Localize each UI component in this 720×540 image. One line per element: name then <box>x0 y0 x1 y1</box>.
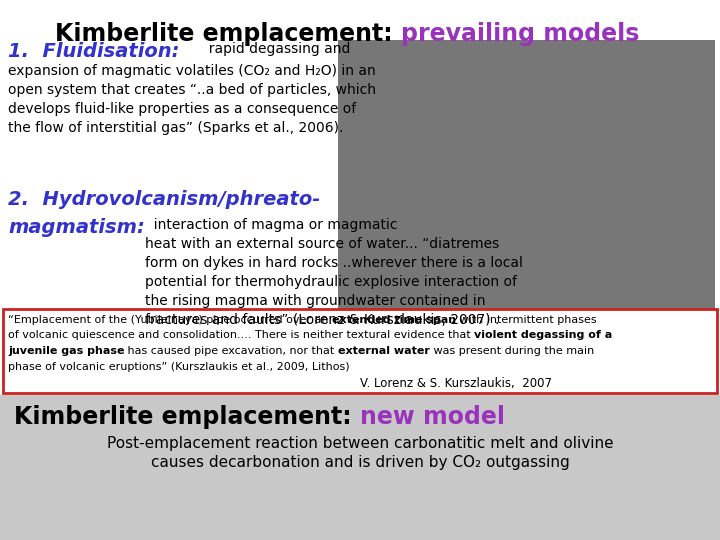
Text: magmatism:: magmatism: <box>8 218 145 237</box>
Text: Kimberlite emplacement:: Kimberlite emplacement: <box>14 405 360 429</box>
Bar <box>338 40 715 392</box>
Bar <box>0 0 720 395</box>
Text: interaction of magma or magmatic
heat with an external source of water... “diatr: interaction of magma or magmatic heat wi… <box>145 218 523 327</box>
Text: with intermittent phases: with intermittent phases <box>456 315 597 325</box>
Text: of volcanic quiescence and consolidation.... There is neither textural evidence : of volcanic quiescence and consolidation… <box>8 330 474 341</box>
Text: rapid degassing and: rapid degassing and <box>200 42 351 56</box>
Text: phase of volcanic eruptions” (Kurszlaukis et al., 2009, Lithos): phase of volcanic eruptions” (Kurszlauki… <box>8 361 350 372</box>
Text: expansion of magmatic volatiles (CO₂ and H₂O) in an
open system that creates “..: expansion of magmatic volatiles (CO₂ and… <box>8 64 376 135</box>
Text: was present during the main: was present during the main <box>430 346 595 356</box>
Text: prevailing models: prevailing models <box>401 22 639 46</box>
Text: causes decarbonation and is driven by CO₂ outgassing: causes decarbonation and is driven by CO… <box>150 455 570 470</box>
Text: “Emplacement of the (Yubileinaya) pipe occurred over an: “Emplacement of the (Yubileinaya) pipe o… <box>8 315 332 325</box>
Text: V. Lorenz & S. Kurszlaukis,  2007: V. Lorenz & S. Kurszlaukis, 2007 <box>360 377 552 390</box>
Text: 1.  Fluidisation:: 1. Fluidisation: <box>8 42 179 61</box>
Text: has caused pipe excavation, nor that: has caused pipe excavation, nor that <box>125 346 338 356</box>
Bar <box>0 395 720 540</box>
Text: extended time span: extended time span <box>332 315 456 325</box>
Text: 2.  Hydrovolcanism/phreato-: 2. Hydrovolcanism/phreato- <box>8 190 320 209</box>
Text: juvenile gas phase: juvenile gas phase <box>8 346 125 356</box>
Text: violent degassing of a: violent degassing of a <box>474 330 613 341</box>
FancyBboxPatch shape <box>3 309 717 393</box>
Text: Post-emplacement reaction between carbonatitic melt and olivine: Post-emplacement reaction between carbon… <box>107 436 613 451</box>
Text: new model: new model <box>360 405 505 429</box>
Text: external water: external water <box>338 346 430 356</box>
Text: Kimberlite emplacement:: Kimberlite emplacement: <box>55 22 401 46</box>
